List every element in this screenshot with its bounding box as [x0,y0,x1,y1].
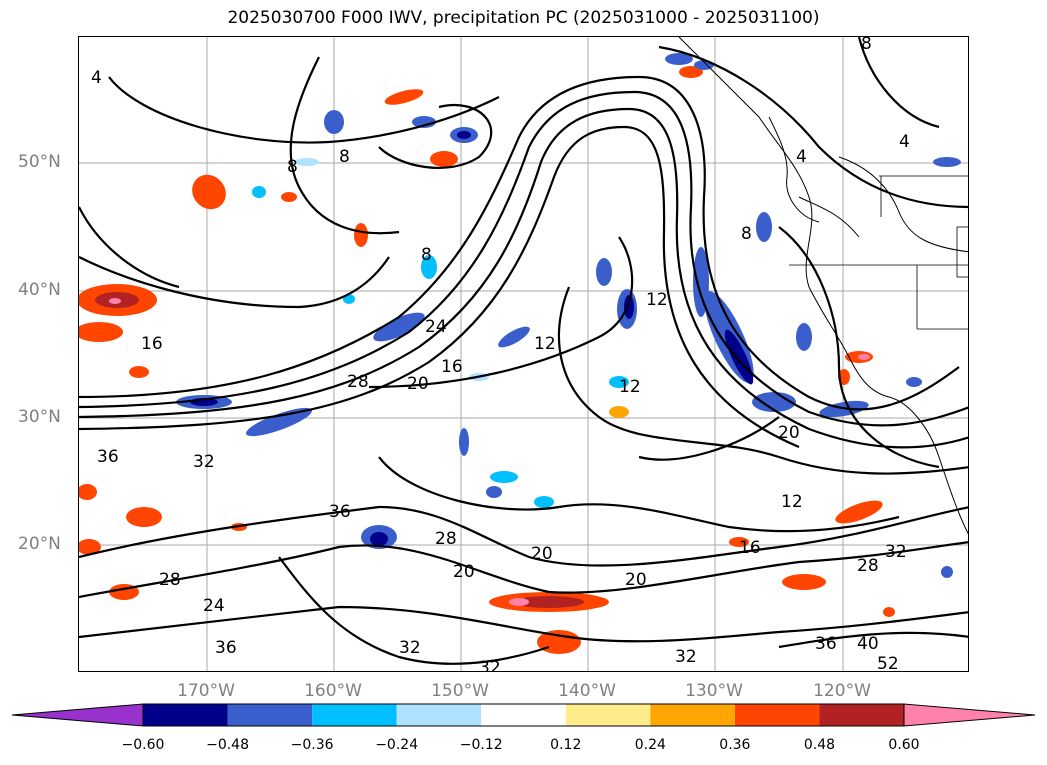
contour-label-12c: 12 [619,377,641,397]
contour-label-4c: 4 [899,132,910,152]
lat-label-30n: 30°N [18,407,61,427]
colorbar-cell [650,704,735,726]
colorbar-tick-label: −0.24 [375,737,419,753]
contour-label-20c: 20 [531,544,553,564]
contour-label-36d: 36 [815,634,837,654]
contour-label-16c: 16 [739,538,761,558]
contour-label-12d: 12 [781,492,803,512]
lon-label-120w: 120°W [813,681,871,701]
iwv-contours [79,37,968,665]
state-borders [789,175,968,330]
precip-anomaly-fills [79,53,961,654]
colorbar-tick-label: −0.48 [206,737,249,753]
colorbar-cell [819,704,904,726]
contour-label-32: 32 [193,452,215,472]
contour-label-20d: 20 [453,562,475,582]
contour-label-36: 36 [97,447,119,467]
colorbar-tick-label: −0.60 [121,737,165,753]
lon-label-130w: 130°W [685,681,743,701]
colorbar-tick-label: 0.48 [803,737,836,753]
colorbar-cell [396,704,482,726]
colorbar-cell [312,704,397,726]
colorbar-tick-label: 0.60 [888,737,920,753]
contour-label-8: 8 [339,147,350,167]
contour-label-32d: 32 [479,658,501,672]
colorbar-tick-label: −0.36 [290,737,334,753]
contour-label-32e: 32 [885,542,907,562]
contour-label-8b: 8 [287,157,298,177]
contour-label-16b: 16 [441,357,463,377]
lon-label-150w: 150°W [431,681,489,701]
figure-title: 2025030700 F000 IWV, precipitation PC (2… [227,8,820,28]
lat-label-40n: 40°N [18,280,61,300]
colorbar-cell [143,704,228,726]
contour-label-28d: 28 [159,570,181,590]
colorbar-tick-label: −0.12 [459,737,503,753]
contour-label-28b: 28 [435,529,457,549]
contour-label-16: 16 [141,334,163,354]
contour-label-20b: 20 [778,423,800,443]
contour-label-20: 20 [407,374,429,394]
colorbar-tick-label: 0.12 [550,737,582,753]
colorbar-outline [142,703,905,727]
contour-label-12b: 12 [534,334,556,354]
contour-label-8c: 8 [421,245,432,265]
colorbar-tick-label: 0.36 [719,737,751,753]
contour-label-32c: 32 [399,638,421,658]
colorbar-extend-high [903,703,1036,727]
lat-label-50n: 50°N [18,152,61,172]
lon-label-170w: 170°W [177,681,235,701]
coastlines [678,37,968,535]
lat-label-20n: 20°N [18,534,61,554]
colorbar-cell [734,704,820,726]
contour-label-24: 24 [425,317,447,337]
contour-label-4b: 4 [796,147,807,167]
contour-label-36b: 36 [329,502,351,522]
map-panel: 4 8 8 8 8 8 4 4 12 12 12 12 16 16 16 20 … [78,36,969,672]
map-canvas: 4 8 8 8 8 8 4 4 12 12 12 12 16 16 16 20 … [79,37,968,672]
contour-label-8e: 8 [861,37,872,54]
contour-label-4: 4 [91,68,102,88]
contour-label-28: 28 [347,372,369,392]
gridlines [79,37,968,671]
colorbar [11,703,1036,727]
contour-label-52: 52 [877,654,899,672]
contour-label-40: 40 [857,634,879,654]
contour-label-20e: 20 [625,570,647,590]
colorbar-cells [11,703,1036,727]
contour-labels: 4 8 8 8 8 8 4 4 12 12 12 12 16 16 16 20 … [91,37,910,672]
contour-label-28c: 28 [857,556,879,576]
contour-label-36c: 36 [215,638,237,658]
contour-label-32b: 32 [675,647,697,667]
colorbar-cell [227,704,313,726]
colorbar-cell [565,704,651,726]
contour-label-24b: 24 [203,596,225,616]
lon-label-160w: 160°W [304,681,362,701]
colorbar-extend-low [11,703,144,727]
contour-label-8d: 8 [741,224,752,244]
colorbar-tick-label: 0.24 [634,737,666,753]
lon-label-140w: 140°W [558,681,616,701]
colorbar-cell [481,704,566,726]
contour-label-12: 12 [646,290,668,310]
